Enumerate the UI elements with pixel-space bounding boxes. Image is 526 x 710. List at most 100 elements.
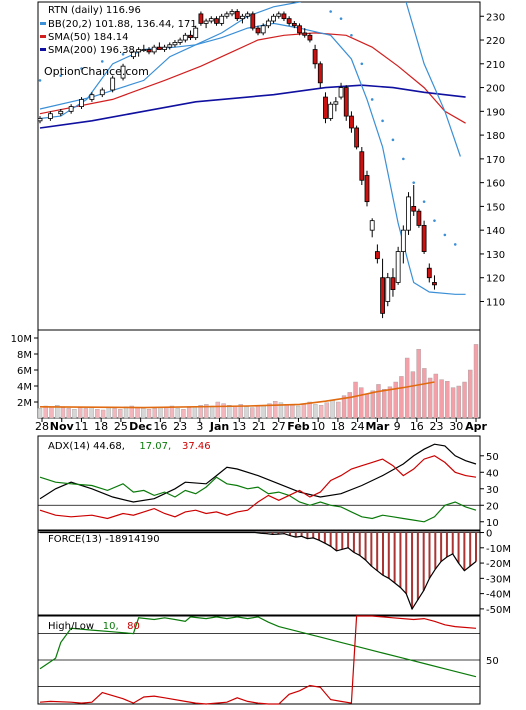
sar-dot: [59, 74, 63, 77]
candle-body: [177, 39, 183, 43]
legend-1: SMA(50) 184.14: [48, 32, 129, 43]
candle-body: [323, 96, 328, 119]
volume-bar: [100, 409, 106, 419]
force-tick-label: -50M: [486, 605, 511, 616]
x-tick-label: 24: [351, 420, 365, 433]
candle-body: [136, 49, 142, 53]
price-tick-label: 160: [486, 179, 505, 190]
candle-body: [219, 15, 225, 24]
volume-bar: [450, 387, 456, 419]
volume-bar: [152, 408, 157, 419]
candle-body: [271, 15, 276, 22]
sar-dot: [381, 119, 384, 123]
price-tick-label: 110: [486, 297, 505, 308]
legend-rtn: RTN (daily) 116.96: [48, 5, 141, 16]
adx-legend-0: ADX(14) 44.68,: [48, 441, 125, 452]
volume-bar: [221, 403, 226, 419]
volume-bar: [43, 405, 48, 419]
volume-bar: [129, 405, 134, 419]
volume-bar: [192, 406, 198, 419]
candle-body: [426, 267, 432, 279]
x-tick-label: 28: [35, 420, 49, 433]
x-tick-label: 18: [94, 420, 108, 433]
sar-dot: [329, 10, 332, 13]
volume-bar: [473, 344, 479, 419]
sar-dot: [80, 67, 83, 70]
candle-body: [307, 34, 313, 41]
volume-bar: [416, 349, 421, 419]
price-tick-label: 130: [486, 250, 505, 261]
candle-body: [416, 210, 422, 226]
volume-bar: [456, 385, 461, 419]
volume-bar: [181, 409, 186, 419]
candle-body: [79, 99, 84, 107]
volume-bar: [318, 405, 324, 419]
candle-body: [297, 25, 302, 34]
adx-tick-label: 20: [486, 501, 499, 512]
adx-tick-label: 10: [486, 518, 499, 529]
volume-bar: [427, 377, 433, 419]
force-tick-label: -40M: [486, 590, 511, 601]
price-tick-label: 140: [486, 226, 505, 237]
force-tick-label: -20M: [486, 559, 511, 570]
volume-bar: [307, 401, 312, 419]
candle-body: [141, 49, 147, 51]
volume-bar: [118, 409, 123, 419]
volume-bar: [313, 404, 318, 419]
candle-body: [349, 115, 354, 129]
candle-body: [245, 13, 251, 17]
candle-body: [286, 18, 292, 24]
adx-series-1: [39, 476, 477, 523]
candle-body: [99, 89, 105, 96]
price-tick-label: 200: [486, 84, 505, 95]
volume-bar: [66, 408, 71, 419]
adx-tick-label: 30: [486, 485, 499, 496]
candle-body: [312, 49, 318, 65]
volume-bar: [410, 371, 416, 419]
volume-bar: [175, 408, 180, 419]
candle-body: [131, 51, 136, 58]
candle-body: [364, 175, 370, 203]
price-tick-label: 210: [486, 60, 505, 71]
volume-bar: [439, 379, 444, 419]
volume-bar: [158, 407, 163, 419]
candle-body: [385, 277, 391, 302]
candle-body: [208, 18, 214, 22]
candle-body: [317, 63, 323, 84]
candle-body: [234, 11, 240, 20]
x-tick-label: Dec: [129, 420, 152, 433]
price-tick-label: 170: [486, 155, 505, 166]
volume-bar: [55, 405, 60, 419]
candle-body: [390, 277, 396, 290]
adx-tick-label: 40: [486, 468, 499, 479]
watermark: OptionChance.com: [44, 65, 149, 78]
volume-bar: [422, 368, 427, 419]
force-tick-label: 0: [486, 529, 492, 540]
highlow-legend-1: 10,: [103, 621, 119, 632]
candle-body: [224, 13, 230, 17]
candle-body: [193, 27, 199, 39]
sar-dot: [350, 33, 353, 37]
candle-body: [328, 103, 334, 119]
panel-frame: [37, 435, 481, 531]
sar-dot: [391, 138, 395, 142]
candle-body: [265, 20, 271, 27]
candle-body: [120, 65, 126, 79]
volume-ma: [39, 381, 435, 409]
legend-swatch-1: [40, 35, 46, 38]
volume-bar: [353, 381, 358, 419]
candle-body: [291, 22, 297, 27]
volume-bar: [324, 402, 330, 419]
candle-body: [156, 46, 162, 50]
candle-body: [198, 13, 204, 24]
x-tick-label: 10: [311, 420, 325, 433]
volume-bar: [468, 369, 473, 419]
x-tick-label: 23: [430, 420, 444, 433]
x-tick-label: 21: [252, 420, 266, 433]
candle-body: [400, 229, 406, 252]
price-tick-label: 180: [486, 131, 505, 142]
volume-bar: [336, 401, 341, 419]
price-tick-label: 230: [486, 12, 505, 23]
candle-body: [89, 94, 95, 100]
volume-bar: [382, 389, 387, 419]
